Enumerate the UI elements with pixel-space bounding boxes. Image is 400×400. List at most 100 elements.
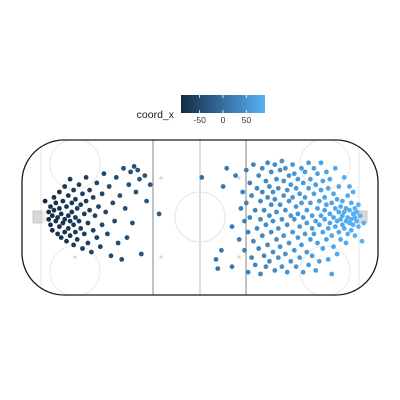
data-point xyxy=(81,211,87,217)
data-point xyxy=(356,224,361,230)
legend-ticks: -50 0 50 xyxy=(194,95,251,125)
data-point xyxy=(99,222,105,228)
data-point xyxy=(320,229,326,235)
data-point xyxy=(336,229,342,235)
data-point xyxy=(74,237,80,242)
data-point xyxy=(55,215,60,220)
data-point xyxy=(304,249,310,255)
data-point xyxy=(322,216,327,222)
data-point xyxy=(247,215,253,220)
data-point xyxy=(279,264,285,270)
faceoff-dot xyxy=(73,255,77,259)
data-point xyxy=(65,193,71,199)
data-point xyxy=(288,182,294,188)
data-point xyxy=(213,257,219,262)
data-point xyxy=(356,202,361,208)
data-point xyxy=(57,224,62,230)
data-point xyxy=(265,195,270,200)
data-point xyxy=(318,160,324,166)
data-point xyxy=(350,189,356,195)
data-point xyxy=(46,216,52,222)
data-point xyxy=(67,233,73,239)
data-point xyxy=(87,187,92,193)
data-point xyxy=(53,218,59,224)
data-point xyxy=(324,202,329,208)
data-point xyxy=(309,253,315,259)
data-point xyxy=(49,213,55,219)
data-point xyxy=(309,213,315,219)
data-point xyxy=(290,229,295,235)
data-point xyxy=(147,182,153,188)
data-point xyxy=(83,198,89,204)
data-point xyxy=(67,218,73,224)
data-point xyxy=(74,206,80,211)
data-point xyxy=(329,200,335,206)
data-point xyxy=(236,237,242,242)
data-point xyxy=(71,222,76,228)
data-point xyxy=(263,264,269,270)
data-point xyxy=(256,173,262,179)
legend: coord_x -50 0 50 xyxy=(137,95,265,125)
data-point xyxy=(322,195,327,200)
data-point xyxy=(332,206,338,211)
data-point xyxy=(291,216,297,222)
data-point xyxy=(332,224,338,230)
data-point xyxy=(55,231,60,237)
data-point xyxy=(87,207,92,213)
data-point xyxy=(144,198,150,204)
data-point xyxy=(277,202,283,208)
data-point xyxy=(62,184,68,189)
data-point xyxy=(258,271,263,277)
data-point xyxy=(259,233,265,239)
data-point xyxy=(73,229,78,235)
data-point xyxy=(279,158,285,164)
data-point xyxy=(258,198,263,204)
data-point xyxy=(259,189,265,195)
data-point xyxy=(300,215,306,220)
data-point xyxy=(229,264,235,270)
data-point xyxy=(62,229,68,235)
data-point xyxy=(297,255,303,260)
data-point xyxy=(343,218,349,224)
data-point xyxy=(299,165,304,171)
data-point xyxy=(286,173,292,179)
data-point xyxy=(69,200,75,206)
data-point xyxy=(302,169,308,175)
data-point xyxy=(272,268,278,273)
data-point xyxy=(267,184,272,189)
data-point xyxy=(297,191,303,197)
data-point xyxy=(352,206,358,211)
data-point xyxy=(85,240,91,246)
data-point xyxy=(142,173,148,179)
data-point xyxy=(288,258,294,264)
data-point xyxy=(251,162,256,168)
data-point xyxy=(274,209,279,215)
data-point xyxy=(83,175,89,180)
data-point xyxy=(347,220,352,226)
data-point xyxy=(281,178,287,184)
data-point xyxy=(121,165,126,171)
data-point xyxy=(324,237,329,242)
data-point xyxy=(219,247,224,253)
data-point xyxy=(90,195,96,200)
data-point xyxy=(78,202,84,208)
data-point xyxy=(64,204,69,210)
data-point xyxy=(348,227,354,233)
data-point xyxy=(105,231,110,237)
data-point xyxy=(299,242,304,248)
data-point xyxy=(315,206,320,211)
data-point xyxy=(299,200,304,206)
data-point xyxy=(274,237,279,242)
data-point xyxy=(42,198,48,204)
data-point xyxy=(199,175,205,180)
data-point xyxy=(254,185,260,191)
data-point xyxy=(73,215,78,220)
data-point xyxy=(243,167,249,173)
data-point xyxy=(338,204,343,210)
goal-net-left xyxy=(32,210,43,224)
data-point xyxy=(274,176,279,182)
data-point xyxy=(325,226,331,231)
data-point xyxy=(137,176,142,182)
data-point xyxy=(297,224,303,230)
